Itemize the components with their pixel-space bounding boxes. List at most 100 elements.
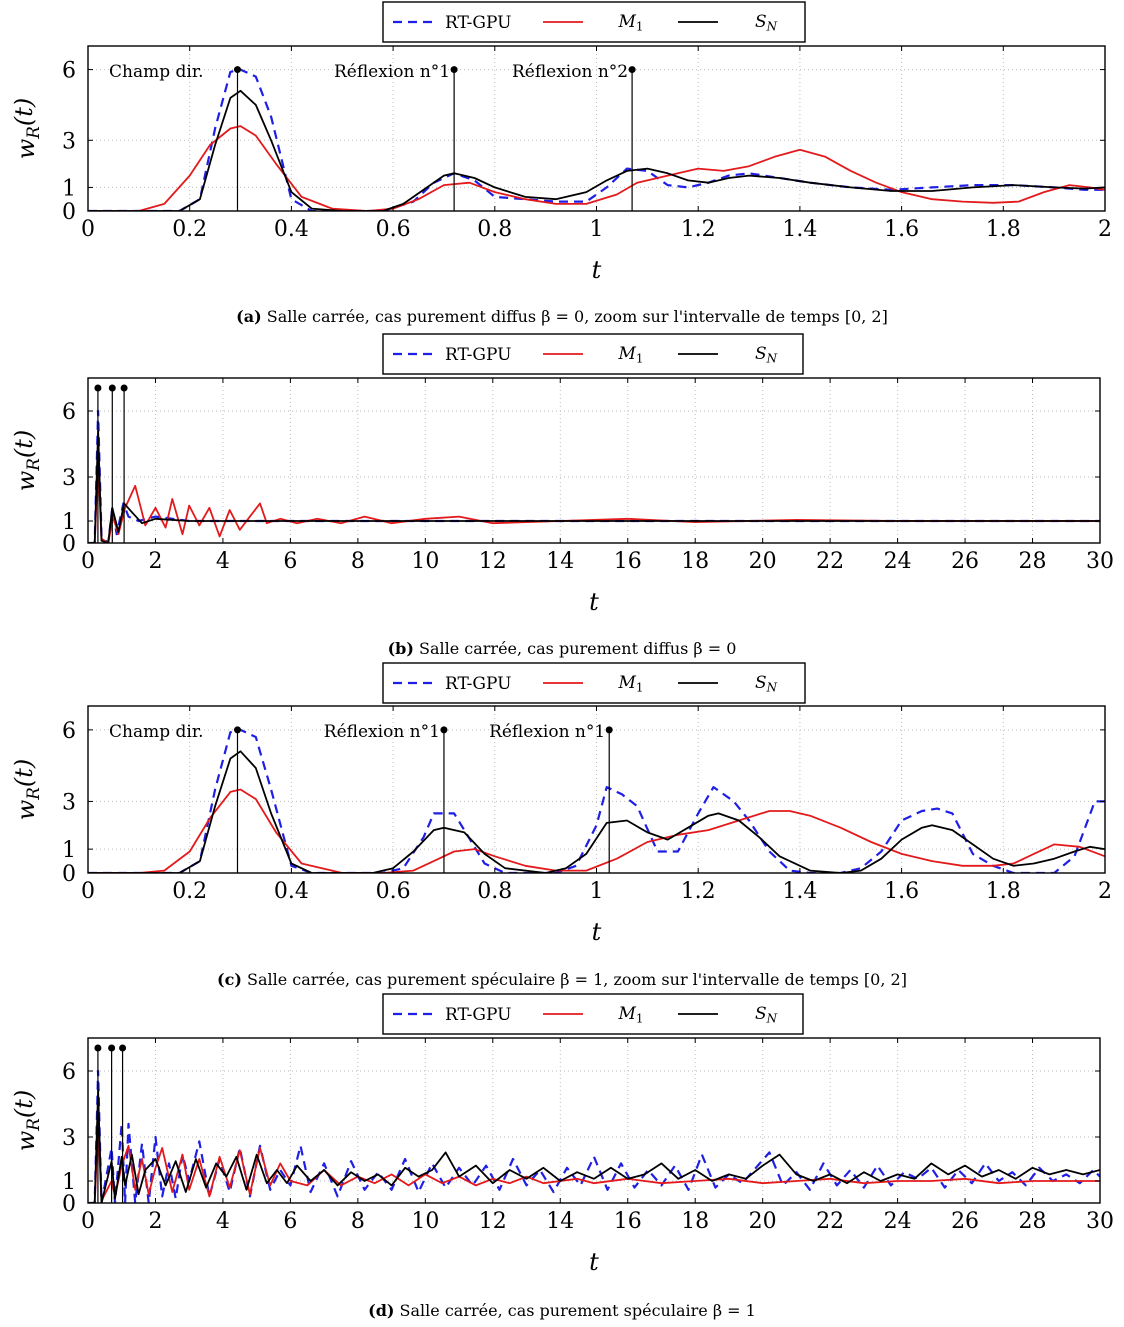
caption-text: Salle carrée, cas purement spéculaire β … <box>394 1301 755 1320</box>
x-axis-label: t <box>589 588 599 616</box>
legend-label: M1 <box>618 1004 644 1026</box>
x-tick-label: 30 <box>1086 549 1114 574</box>
series-line-sn <box>88 89 1105 211</box>
x-tick-label: 2 <box>148 1209 162 1234</box>
x-tick-label: 26 <box>951 1209 979 1234</box>
x-tick-label: 8 <box>351 549 365 574</box>
x-tick-label: 0.8 <box>477 879 512 904</box>
x-tick-label: 4 <box>216 1209 230 1234</box>
legend: RT-GPU M1 SN <box>382 333 804 375</box>
x-tick-label: 20 <box>749 549 777 574</box>
x-tick-label: 1.2 <box>681 879 716 904</box>
legend-box <box>382 993 804 1035</box>
y-axis-label: wR(t) <box>10 98 43 160</box>
reflection-stem-marker <box>94 1044 102 1052</box>
figure-caption: (b) Salle carrée, cas purement diffus β … <box>388 639 737 658</box>
reflection-stem-marker <box>94 384 102 392</box>
series-line-m1 <box>88 125 1105 211</box>
caption-text: Salle carrée, cas purement spéculaire β … <box>242 970 907 989</box>
caption-text: Salle carrée, cas purement diffus β = 0 <box>414 639 737 658</box>
x-tick-label: 4 <box>216 549 230 574</box>
x-tick-label: 1.2 <box>681 217 716 242</box>
x-tick-label: 2 <box>148 549 162 574</box>
x-tick-label: 1 <box>590 217 604 242</box>
x-tick-label: 0.4 <box>274 217 309 242</box>
x-tick-label: 1.8 <box>986 879 1021 904</box>
y-tick-label: 3 <box>62 466 76 491</box>
x-tick-label: 1.8 <box>986 217 1021 242</box>
y-axis-label: wR(t) <box>10 430 43 492</box>
x-tick-label: 0.6 <box>376 217 411 242</box>
reflection-stem-marker <box>233 66 241 74</box>
chart-panel-a: Champ dir. Réflexion n°1 Réflexion n°2 0 0.2… <box>10 1 1112 326</box>
x-tick-label: 10 <box>411 549 439 574</box>
reflection-stem-marker <box>233 726 241 734</box>
legend-label: M1 <box>618 12 644 34</box>
reflection-stem-marker <box>108 1044 116 1052</box>
x-tick-label: 20 <box>749 1209 777 1234</box>
caption-label: (d) <box>368 1301 394 1320</box>
x-tick-label: 6 <box>283 1209 297 1234</box>
annotation-label: Champ dir. <box>109 722 203 742</box>
legend-label: SN <box>755 344 778 366</box>
series-line-sn <box>88 1089 1100 1203</box>
caption-label: (a) <box>236 307 262 326</box>
x-tick-label: 0 <box>81 217 95 242</box>
x-tick-label: 2 <box>1098 879 1112 904</box>
y-tick-label: 1 <box>62 838 76 863</box>
y-tick-label: 6 <box>62 1060 76 1085</box>
y-tick-label: 1 <box>62 1170 76 1195</box>
plot-frame <box>87 1037 1101 1204</box>
x-tick-label: 8 <box>351 1209 365 1234</box>
figure-caption: (c) Salle carrée, cas purement spéculair… <box>217 970 907 989</box>
series-line-m1 <box>88 1125 1100 1203</box>
y-tick-label: 6 <box>62 400 76 425</box>
x-tick-label: 0.8 <box>477 217 512 242</box>
reflection-stem-marker <box>628 66 636 74</box>
x-tick-label: 0.2 <box>172 879 207 904</box>
series-line-m1 <box>88 788 1105 873</box>
x-axis-label: t <box>592 918 602 946</box>
x-tick-label: 16 <box>614 549 642 574</box>
y-tick-label: 3 <box>62 1126 76 1151</box>
series-line-rt-gpu <box>88 1069 1100 1203</box>
annotation-label: Réflexion n°1 <box>334 62 450 82</box>
x-tick-label: 1 <box>590 879 604 904</box>
y-tick-label: 0 <box>62 532 76 557</box>
reflection-stem-marker <box>108 384 116 392</box>
legend-box <box>382 662 806 704</box>
x-tick-label: 24 <box>884 549 912 574</box>
series-line-sn <box>88 429 1100 543</box>
reflection-stem-marker <box>440 726 448 734</box>
reflection-stem-marker <box>450 66 458 74</box>
x-tick-label: 28 <box>1019 549 1047 574</box>
legend-box <box>382 333 804 375</box>
x-tick-label: 1.4 <box>782 879 817 904</box>
y-tick-label: 6 <box>62 59 76 84</box>
x-tick-label: 1.6 <box>884 217 919 242</box>
x-tick-label: 24 <box>884 1209 912 1234</box>
figure-caption: (a) Salle carrée, cas purement diffus β … <box>236 307 888 326</box>
x-tick-label: 22 <box>816 1209 844 1234</box>
x-tick-label: 0 <box>81 1209 95 1234</box>
x-tick-label: 14 <box>546 1209 574 1234</box>
caption-label: (b) <box>388 639 414 658</box>
y-tick-label: 6 <box>62 719 76 744</box>
chart-panel-d: 0 2 4 6 8 10 12 14 16 18 20 22 24 26 28 300136twR(t)RT-… <box>10 993 1114 1320</box>
plot-frame <box>87 377 1101 544</box>
x-tick-label: 0.4 <box>274 879 309 904</box>
x-tick-label: 18 <box>681 1209 709 1234</box>
legend: RT-GPU M1 SN <box>382 662 806 704</box>
x-tick-label: 6 <box>283 549 297 574</box>
x-tick-label: 10 <box>411 1209 439 1234</box>
x-tick-label: 16 <box>614 1209 642 1234</box>
y-axis-label: wR(t) <box>10 1090 43 1152</box>
x-axis-label: t <box>592 256 602 284</box>
series-line-rt-gpu <box>88 68 1105 211</box>
x-tick-label: 2 <box>1098 217 1112 242</box>
x-tick-label: 1.4 <box>782 217 817 242</box>
x-tick-label: 0 <box>81 549 95 574</box>
y-tick-label: 0 <box>62 200 76 225</box>
legend-label: RT-GPU <box>445 674 511 694</box>
reflection-stem-marker <box>119 1044 127 1052</box>
